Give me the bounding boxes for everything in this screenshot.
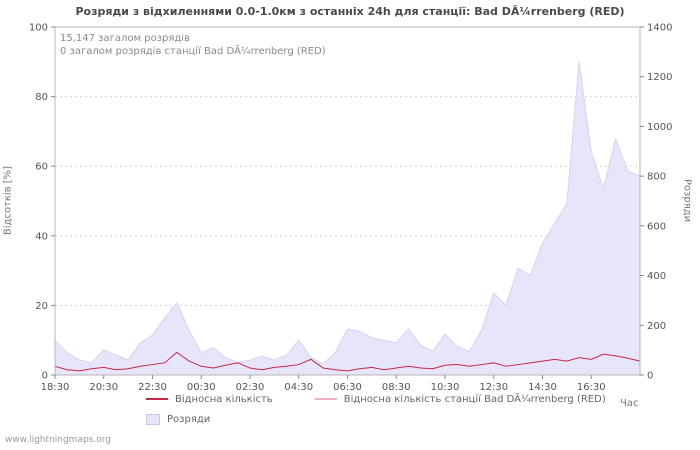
- x-tick-label: 20:30: [89, 382, 118, 393]
- annotation-total-discharges: 15,147 загалом розрядів: [60, 33, 190, 44]
- footer-link[interactable]: www.lightningmaps.org: [5, 435, 111, 445]
- y-right-tick-label: 1200: [647, 72, 672, 83]
- x-axis-label: Час: [620, 398, 639, 409]
- y-right-tick-label: 0: [647, 371, 653, 382]
- chart-title: Розряди з відхиленнями 0.0-1.0км з остан…: [75, 5, 625, 18]
- y-right-tick-label: 800: [647, 172, 666, 183]
- area-series-0: [54, 61, 641, 376]
- x-tick-label: 06:30: [333, 382, 362, 393]
- y-right-tick-label: 600: [647, 221, 666, 232]
- y-left-tick-label: 20: [35, 301, 48, 312]
- y-axis-left-label: Відсотків [%]: [2, 165, 14, 236]
- y-left-tick-label: 40: [35, 231, 48, 242]
- x-tick-label: 14:30: [528, 382, 557, 393]
- x-tick-label: 00:30: [187, 382, 216, 393]
- x-tick-label: 08:30: [382, 382, 411, 393]
- y-left-tick-label: 60: [35, 162, 48, 173]
- legend-label-station-relative-count: Відносна кількість станції Bad DÃ¼rrenbe…: [343, 393, 606, 405]
- x-tick-label: 12:30: [479, 382, 508, 393]
- x-tick-label: 10:30: [431, 382, 460, 393]
- x-tick-label: 18:30: [41, 382, 70, 393]
- legend-swatch-relative-count: [146, 398, 168, 400]
- x-tick-label: 04:30: [284, 382, 313, 393]
- y-axis-right-label: Розряди: [681, 178, 693, 223]
- legend-row-area: Розряди: [146, 409, 606, 429]
- legend-row-lines: Відносна кількість Відносна кількість ст…: [146, 389, 606, 409]
- y-right-tick-label: 400: [647, 271, 666, 282]
- x-tick-label: 16:30: [577, 382, 606, 393]
- y-right-tick-label: 1000: [647, 122, 672, 133]
- y-right-tick-label: 1400: [647, 23, 672, 34]
- legend-swatch-station-relative-count: [314, 398, 337, 400]
- legend: Відносна кількість Відносна кількість ст…: [146, 389, 606, 429]
- legend-label-relative-count: Відносна кількість: [175, 393, 273, 405]
- y-left-tick-label: 0: [42, 371, 48, 382]
- y-right-tick-label: 200: [647, 321, 666, 332]
- x-tick-label: 22:30: [138, 382, 167, 393]
- x-tick-label: 02:30: [236, 382, 265, 393]
- y-left-tick-label: 100: [29, 23, 48, 34]
- legend-swatch-discharges: [146, 413, 160, 425]
- annotation-station-discharges: 0 загалом розрядів станції Bad DÃ¼rrenbe…: [60, 46, 326, 57]
- line-series-1: [54, 351, 641, 372]
- legend-label-discharges: Розряди: [167, 413, 211, 425]
- y-left-tick-label: 80: [35, 92, 48, 103]
